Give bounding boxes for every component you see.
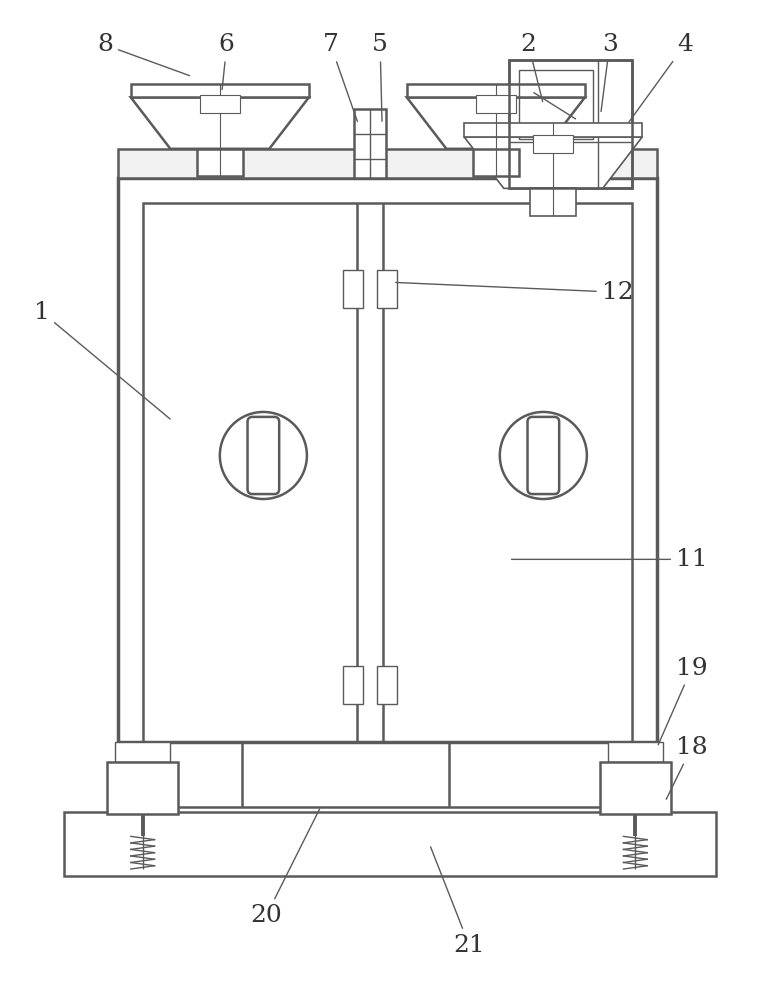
Bar (143, 203, 633, 742)
Bar (600, 762, 671, 814)
Circle shape (500, 412, 587, 499)
Bar (64, 812, 717, 876)
Text: 8: 8 (97, 33, 189, 76)
Text: 11: 11 (512, 548, 707, 571)
Text: 12: 12 (396, 281, 633, 304)
Bar (197, 149, 242, 176)
Bar (473, 149, 519, 176)
Polygon shape (131, 97, 308, 149)
Bar (407, 84, 585, 97)
Bar (344, 666, 363, 704)
Bar (608, 742, 663, 762)
Circle shape (220, 412, 307, 499)
Bar (534, 135, 573, 153)
Text: 5: 5 (372, 33, 388, 121)
Polygon shape (464, 137, 642, 188)
Text: 19: 19 (658, 657, 707, 745)
Text: 6: 6 (219, 33, 234, 90)
Text: 18: 18 (666, 736, 707, 799)
Text: 4: 4 (629, 33, 693, 122)
Text: 21: 21 (431, 847, 485, 957)
FancyBboxPatch shape (248, 417, 279, 494)
Bar (509, 60, 633, 188)
Text: 2: 2 (520, 33, 543, 102)
Bar (519, 70, 593, 139)
Text: 20: 20 (251, 809, 319, 927)
Bar (464, 123, 642, 137)
Polygon shape (407, 97, 585, 149)
Bar (118, 149, 657, 178)
Text: 7: 7 (323, 33, 358, 121)
Bar (509, 60, 633, 188)
Text: 3: 3 (601, 33, 618, 111)
Bar (115, 742, 171, 762)
Bar (530, 188, 576, 216)
Bar (200, 95, 240, 113)
Bar (107, 762, 178, 814)
Bar (354, 109, 386, 178)
Bar (344, 270, 363, 308)
Bar (377, 270, 397, 308)
Bar (476, 95, 516, 113)
Text: 1: 1 (33, 301, 171, 419)
Bar (131, 84, 308, 97)
FancyBboxPatch shape (527, 417, 559, 494)
Bar (118, 178, 657, 742)
Bar (377, 666, 397, 704)
